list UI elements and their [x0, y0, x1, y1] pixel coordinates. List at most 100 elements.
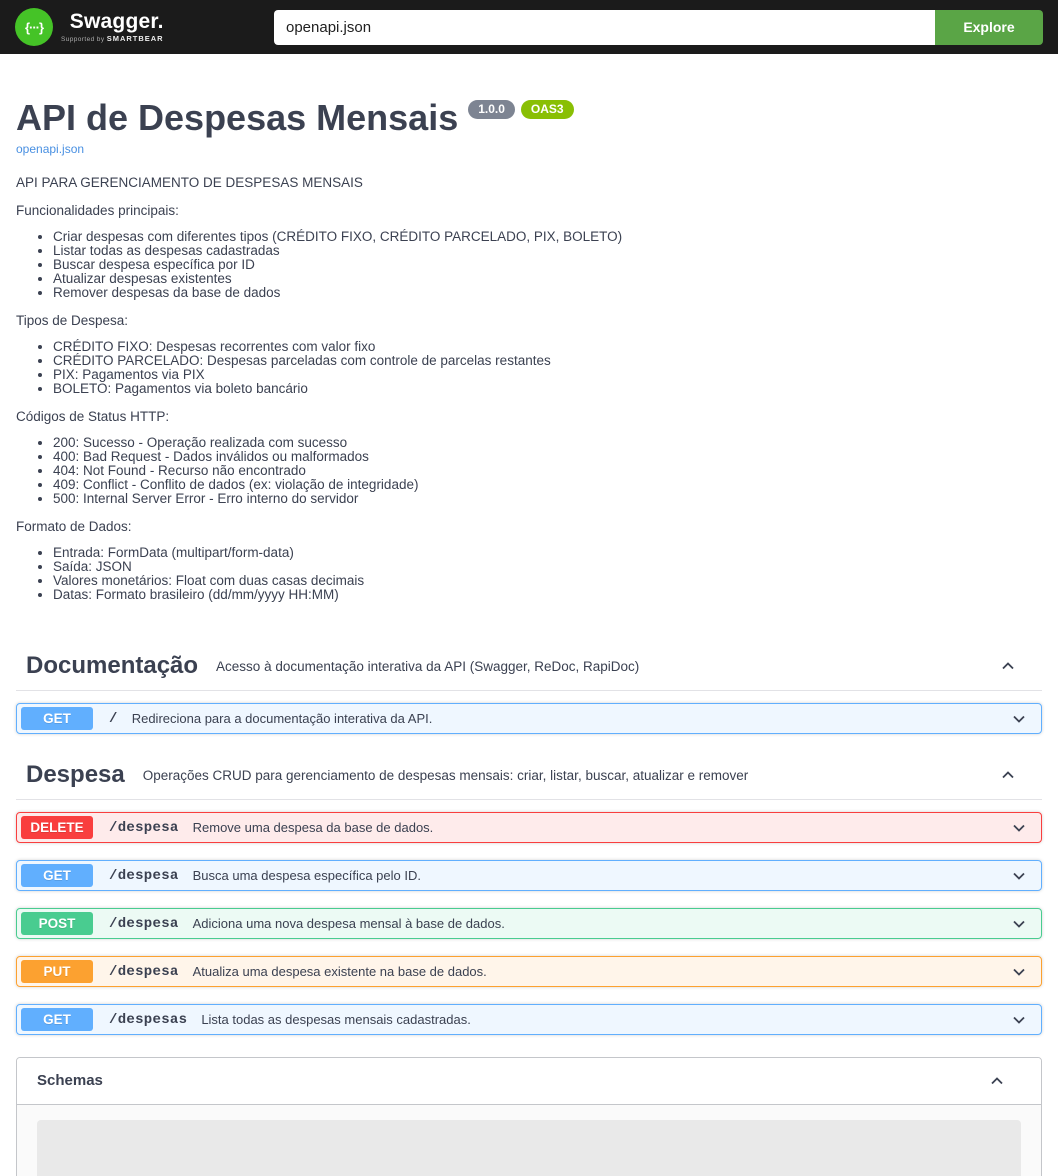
list-item: Valores monetários: Float com duas casas…	[53, 574, 1042, 588]
model-container[interactable]	[37, 1120, 1021, 1176]
smartbear-label: SMARTBEAR	[106, 34, 164, 43]
list-item: Saída: JSON	[53, 560, 1042, 574]
expand-operation-button[interactable]	[1009, 709, 1029, 729]
list-item: Buscar despesa específica por ID	[53, 258, 1042, 272]
chevron-down-icon	[1013, 715, 1025, 723]
spec-url-form: Explore	[274, 9, 1043, 45]
list-item: 400: Bad Request - Dados inválidos ou ma…	[53, 450, 1042, 464]
expense-types-list: CRÉDITO FIXO: Despesas recorrentes com v…	[16, 340, 1042, 396]
operation-summary: Busca uma despesa específica pelo ID.	[192, 868, 421, 883]
operation-path: /	[109, 710, 118, 727]
operations-list: GET / Redireciona para a documentação in…	[16, 691, 1042, 734]
chevron-down-icon	[1013, 824, 1025, 832]
expand-operation-button[interactable]	[1009, 1010, 1029, 1030]
description-paragraph: Códigos de Status HTTP:	[16, 409, 170, 424]
collapse-section-button[interactable]	[998, 656, 1018, 676]
list-item: Listar todas as despesas cadastradas	[53, 244, 1042, 258]
chevron-down-icon	[1013, 968, 1025, 976]
collapse-schemas-button[interactable]	[987, 1071, 1007, 1091]
expand-operation-button[interactable]	[1009, 866, 1029, 886]
tag-header-despesa[interactable]: Despesa Operações CRUD para gerenciament…	[16, 751, 1042, 800]
data-format-list: Entrada: FormData (multipart/form-data) …	[16, 546, 1042, 602]
spec-url-input[interactable]	[274, 9, 935, 45]
list-item: BOLETO: Pagamentos via boleto bancário	[53, 382, 1042, 396]
explore-button[interactable]: Explore	[935, 9, 1043, 45]
oas3-badge: OAS3	[520, 100, 574, 119]
page-title: API de Despesas Mensais 1.0.0 OAS3	[16, 98, 1042, 138]
opblock-post-despesa[interactable]: POST /despesa Adiciona uma nova despesa …	[16, 908, 1042, 939]
operation-summary: Remove uma despesa da base de dados.	[192, 820, 434, 835]
chevron-down-icon	[1013, 872, 1025, 880]
opblock-get-despesas[interactable]: GET /despesas Lista todas as despesas me…	[16, 1004, 1042, 1035]
operation-summary: Redireciona para a documentação interati…	[131, 711, 433, 726]
expand-operation-button[interactable]	[1009, 962, 1029, 982]
chevron-up-icon	[991, 1077, 1003, 1085]
operations-list: DELETE /despesa Remove uma despesa da ba…	[16, 800, 1042, 1035]
operation-path: /despesa	[109, 963, 179, 980]
topbar: {···} Swagger. Supported by SMARTBEAR Ex…	[0, 0, 1058, 54]
list-item: CRÉDITO PARCELADO: Despesas parceladas c…	[53, 354, 1042, 368]
chevron-up-icon	[1002, 771, 1014, 779]
status-codes-list: 200: Sucesso - Operação realizada com su…	[16, 436, 1042, 506]
list-item: Remover despesas da base de dados	[53, 286, 1042, 300]
opblock-get-despesa[interactable]: GET /despesa Busca uma despesa específic…	[16, 860, 1042, 891]
chevron-down-icon	[1013, 920, 1025, 928]
chevron-up-icon	[1002, 662, 1014, 670]
schemas-header[interactable]: Schemas	[17, 1058, 1041, 1105]
supported-by-label: Supported by SMARTBEAR	[61, 34, 164, 43]
tag-title: Documentação	[26, 652, 199, 679]
list-item: Entrada: FormData (multipart/form-data)	[53, 546, 1042, 560]
method-badge: GET	[21, 707, 93, 730]
operation-path: /despesa	[109, 915, 179, 932]
brand-name: Swagger.	[69, 10, 164, 33]
tag-description: Operações CRUD para gerenciamento de des…	[142, 767, 749, 783]
list-item: PIX: Pagamentos via PIX	[53, 368, 1042, 382]
description-paragraph: API PARA GERENCIAMENTO DE DESPESAS MENSA…	[16, 175, 363, 190]
list-item: Atualizar despesas existentes	[53, 272, 1042, 286]
opblock-put-despesa[interactable]: PUT /despesa Atualiza uma despesa existe…	[16, 956, 1042, 987]
expand-operation-button[interactable]	[1009, 914, 1029, 934]
operation-path: /despesa	[109, 867, 179, 884]
operation-path: /despesas	[109, 1011, 188, 1028]
api-description: API PARA GERENCIAMENTO DE DESPESAS MENSA…	[16, 175, 1042, 602]
method-badge: PUT	[21, 960, 93, 983]
operation-summary: Lista todas as despesas mensais cadastra…	[201, 1012, 471, 1027]
method-badge: DELETE	[21, 816, 93, 839]
spec-link[interactable]: openapi.json	[16, 142, 85, 156]
tag-description: Acesso à documentação interativa da API …	[216, 658, 640, 674]
chevron-down-icon	[1013, 1016, 1025, 1024]
tag-section-despesa: Despesa Operações CRUD para gerenciament…	[16, 751, 1042, 1035]
method-badge: GET	[21, 1008, 93, 1031]
method-badge: POST	[21, 912, 93, 935]
operation-summary: Adiciona uma nova despesa mensal à base …	[192, 916, 505, 931]
list-item: Criar despesas com diferentes tipos (CRÉ…	[53, 230, 1042, 244]
description-paragraph: Tipos de Despesa:	[16, 313, 129, 328]
list-item: 200: Sucesso - Operação realizada com su…	[53, 436, 1042, 450]
opblock-get-root[interactable]: GET / Redireciona para a documentação in…	[16, 703, 1042, 734]
list-item: 409: Conflict - Conflito de dados (ex: v…	[53, 478, 1042, 492]
method-badge: GET	[21, 864, 93, 887]
schemas-body	[17, 1105, 1041, 1176]
list-item: CRÉDITO FIXO: Despesas recorrentes com v…	[53, 340, 1042, 354]
features-list: Criar despesas com diferentes tipos (CRÉ…	[16, 230, 1042, 300]
opblock-delete-despesa[interactable]: DELETE /despesa Remove uma despesa da ba…	[16, 812, 1042, 843]
schemas-title: Schemas	[37, 1072, 103, 1089]
api-title-text: API de Despesas Mensais	[16, 97, 459, 138]
operations-container: Documentação Acesso à documentação inter…	[16, 642, 1042, 1035]
list-item: 404: Not Found - Recurso não encontrado	[53, 464, 1042, 478]
schemas-section: Schemas	[16, 1057, 1042, 1176]
expand-operation-button[interactable]	[1009, 818, 1029, 838]
description-paragraph: Formato de Dados:	[16, 519, 132, 534]
operation-path: /despesa	[109, 819, 179, 836]
version-badges: 1.0.0 OAS3	[468, 100, 574, 119]
version-badge: 1.0.0	[468, 100, 515, 119]
collapse-section-button[interactable]	[998, 765, 1018, 785]
tag-section-documentacao: Documentação Acesso à documentação inter…	[16, 642, 1042, 734]
swagger-logo[interactable]: {···} Swagger. Supported by SMARTBEAR	[15, 8, 164, 46]
swagger-wordmark: Swagger. Supported by SMARTBEAR	[61, 10, 164, 44]
tag-title: Despesa	[26, 761, 125, 788]
tag-header-documentacao[interactable]: Documentação Acesso à documentação inter…	[16, 642, 1042, 691]
description-paragraph: Funcionalidades principais:	[16, 203, 179, 218]
list-item: Datas: Formato brasileiro (dd/mm/yyyy HH…	[53, 588, 1042, 602]
list-item: 500: Internal Server Error - Erro intern…	[53, 492, 1042, 506]
